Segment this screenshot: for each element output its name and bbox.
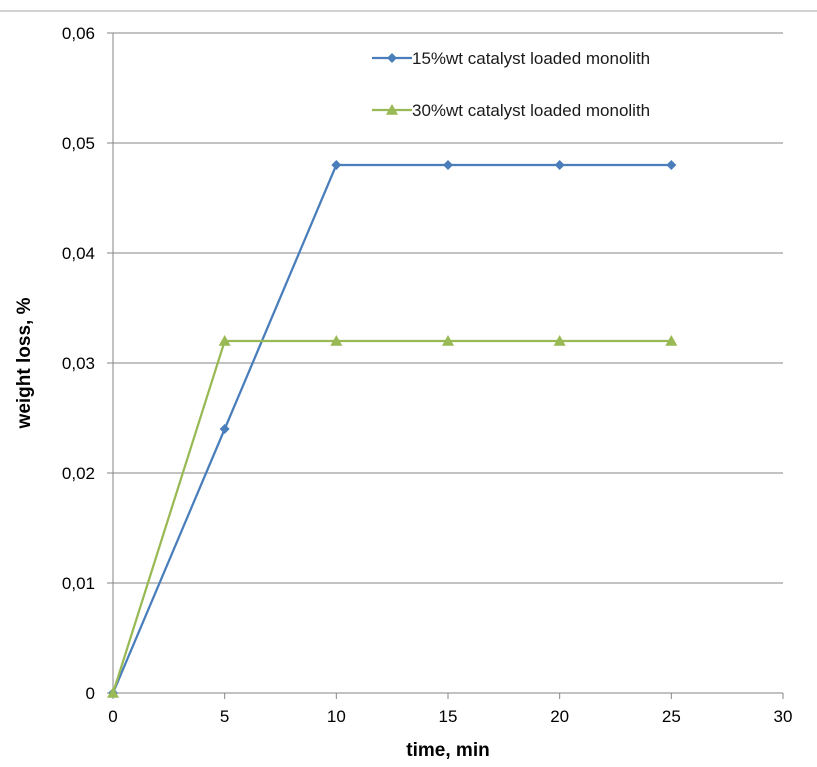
- series-group: [107, 160, 678, 698]
- y-tick-label: 0,04: [62, 244, 95, 263]
- legend-marker: [387, 53, 397, 63]
- data-point: [553, 335, 566, 346]
- y-axis-title: weight loss, %: [14, 297, 35, 429]
- data-point: [442, 335, 454, 346]
- x-tick-label: 15: [439, 707, 458, 726]
- data-point: [443, 160, 453, 170]
- x-tick-label: 30: [774, 707, 793, 726]
- y-tick-labels: 0 0,01 0,02 0,03 0,04 0,05 0,06: [62, 24, 95, 703]
- y-tick-label: 0,01: [62, 574, 95, 593]
- y-tick-label: 0,05: [62, 134, 95, 153]
- data-point: [218, 335, 231, 346]
- axis-ticks: [107, 32, 784, 699]
- y-tick-label: 0,06: [62, 24, 95, 43]
- series-2: [107, 335, 678, 698]
- series-2-line: [111, 339, 672, 694]
- x-tick-labels: 0 5 10 15 20 25 30: [108, 707, 792, 726]
- data-point: [107, 687, 119, 698]
- x-tick-label: 5: [220, 707, 229, 726]
- x-tick-label: 0: [108, 707, 117, 726]
- data-point: [554, 160, 565, 170]
- x-tick-label: 20: [550, 707, 569, 726]
- x-tick-label: 25: [662, 707, 681, 726]
- x-axis-title: time, min: [406, 740, 489, 761]
- legend-marker: [386, 104, 398, 115]
- legend-label: 15%wt catalyst loaded monolith: [412, 49, 650, 68]
- data-point: [330, 335, 343, 346]
- legend-entry-1: 15%wt catalyst loaded monolith: [372, 49, 650, 68]
- y-tick-label: 0,03: [62, 354, 95, 373]
- y-tick-label: 0: [86, 684, 95, 703]
- series-1-line: [111, 163, 672, 694]
- data-point: [666, 160, 677, 170]
- series-1: [108, 160, 677, 698]
- legend-entry-2: 30%wt catalyst loaded monolith: [372, 101, 650, 120]
- data-point: [331, 160, 342, 170]
- gridlines: [113, 32, 783, 584]
- y-tick-label: 0,02: [62, 464, 95, 483]
- data-point: [665, 335, 678, 346]
- x-tick-label: 10: [327, 707, 346, 726]
- legend-label: 30%wt catalyst loaded monolith: [412, 101, 650, 120]
- data-point: [219, 424, 230, 434]
- legend: 15%wt catalyst loaded monolith 30%wt cata…: [372, 49, 650, 120]
